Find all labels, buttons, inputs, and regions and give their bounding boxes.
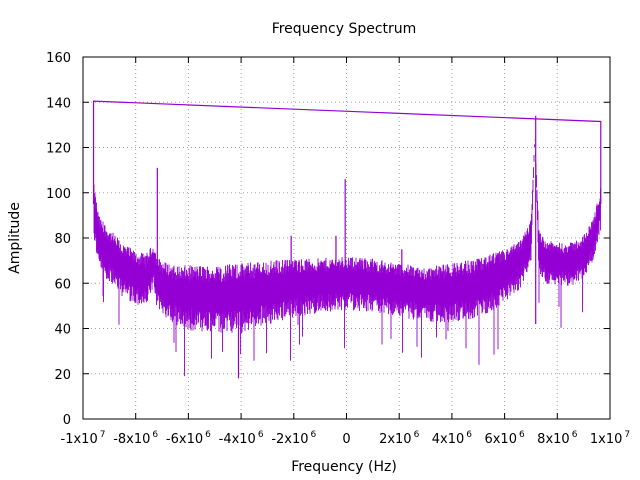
x-tick-label: 1x10 7 xyxy=(590,430,630,447)
spectrum-envelope xyxy=(92,100,602,205)
x-tick-label: 4x10 6 xyxy=(432,430,473,447)
x-tick-label: -4x10 6 xyxy=(219,430,264,447)
x-tick-mantissa: -2x10 xyxy=(271,432,308,447)
x-tick-exponent: 6 xyxy=(205,430,211,440)
x-tick-mantissa: 2x10 xyxy=(379,432,412,447)
x-tick-mantissa: 8x10 xyxy=(537,432,570,447)
x-tick-mantissa: 6x10 xyxy=(484,432,517,447)
y-axis-label: Amplitude xyxy=(7,202,23,274)
chart-title: Frequency Spectrum xyxy=(272,21,417,37)
x-tick-exponent: 6 xyxy=(572,430,578,440)
grid-lines xyxy=(83,57,610,419)
y-tick-label: 140 xyxy=(46,96,71,111)
x-tick-label: 0 xyxy=(342,432,350,447)
x-tick-mantissa: -8x10 xyxy=(113,432,150,447)
x-tick-label: -1x10 7 xyxy=(61,430,106,447)
x-axis-label: Frequency (Hz) xyxy=(291,459,397,475)
y-tick-label: 60 xyxy=(54,277,71,292)
y-tick-label: 20 xyxy=(54,368,71,383)
spectrum-plot-area xyxy=(92,100,602,379)
x-tick-exponent: 6 xyxy=(519,430,525,440)
x-tick-label: -8x10 6 xyxy=(113,430,158,447)
x-tick-mantissa: -6x10 xyxy=(166,432,203,447)
y-tick-label: 100 xyxy=(46,187,71,202)
x-tick-mantissa: -4x10 xyxy=(219,432,256,447)
x-tick-mantissa: 1x10 xyxy=(590,432,623,447)
x-tick-label: -2x10 6 xyxy=(271,430,316,447)
x-tick-label: -6x10 6 xyxy=(166,430,211,447)
y-tick-label: 160 xyxy=(46,51,71,66)
y-tick-label: 0 xyxy=(63,413,71,428)
x-tick-exponent: 7 xyxy=(100,430,106,440)
x-tick-exponent: 6 xyxy=(414,430,420,440)
x-tick-exponent: 6 xyxy=(311,430,317,440)
x-tick-mantissa: 0 xyxy=(342,432,350,447)
x-tick-exponent: 6 xyxy=(152,430,158,440)
x-tick-exponent: 7 xyxy=(624,430,630,440)
x-tick-labels: -1x10 7 -8x10 6 -6x10 6 -4x10 6 -2x10 6 0 2x10 6 4x10… xyxy=(61,430,631,447)
x-tick-exponent: 6 xyxy=(466,430,472,440)
x-tick-mantissa: -1x10 xyxy=(61,432,98,447)
x-tick-exponent: 6 xyxy=(258,430,264,440)
x-tick-label: 8x10 6 xyxy=(537,430,578,447)
y-tick-label: 40 xyxy=(54,323,71,338)
y-tick-label: 80 xyxy=(54,232,71,247)
spectrum-series xyxy=(93,139,601,377)
y-tick-label: 120 xyxy=(46,142,71,157)
axis-ticks xyxy=(82,56,611,420)
x-tick-mantissa: 4x10 xyxy=(432,432,465,447)
x-tick-label: 6x10 6 xyxy=(484,430,525,447)
y-tick-labels: 0 20 40 60 80 100 120 140 160 xyxy=(46,51,71,428)
x-tick-label: 2x10 6 xyxy=(379,430,420,447)
